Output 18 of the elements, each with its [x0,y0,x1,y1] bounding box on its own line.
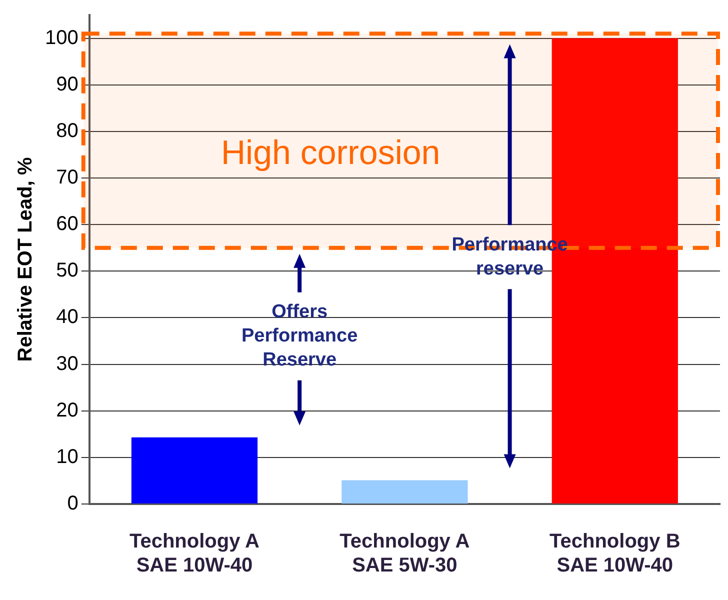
band-label: High corrosion [220,134,440,172]
y-tick-label: 70 [56,166,78,189]
x-tick-label: Technology A SAE 5W-30 [340,530,470,577]
y-tick-label: 10 [56,446,78,468]
y-axis-title: Relative EOT Lead, % [14,157,37,362]
y-tick-label: 80 [56,120,78,142]
y-tick-label: 0 [67,492,78,515]
bar [131,437,258,504]
y-tick-label: 50 [56,260,78,282]
y-tick-label: 60 [56,213,78,236]
y-tick-label: 90 [56,73,78,96]
x-tick-label: Technology A SAE 10W-40 [129,530,260,577]
y-tick-label: 40 [56,306,78,328]
y-tick-label: 30 [56,352,78,375]
y-tick-label: 20 [56,399,78,422]
y-tick-label: 100 [44,26,78,49]
bar [342,480,468,504]
x-tick-label: Technology B SAE 10W-40 [550,530,680,577]
